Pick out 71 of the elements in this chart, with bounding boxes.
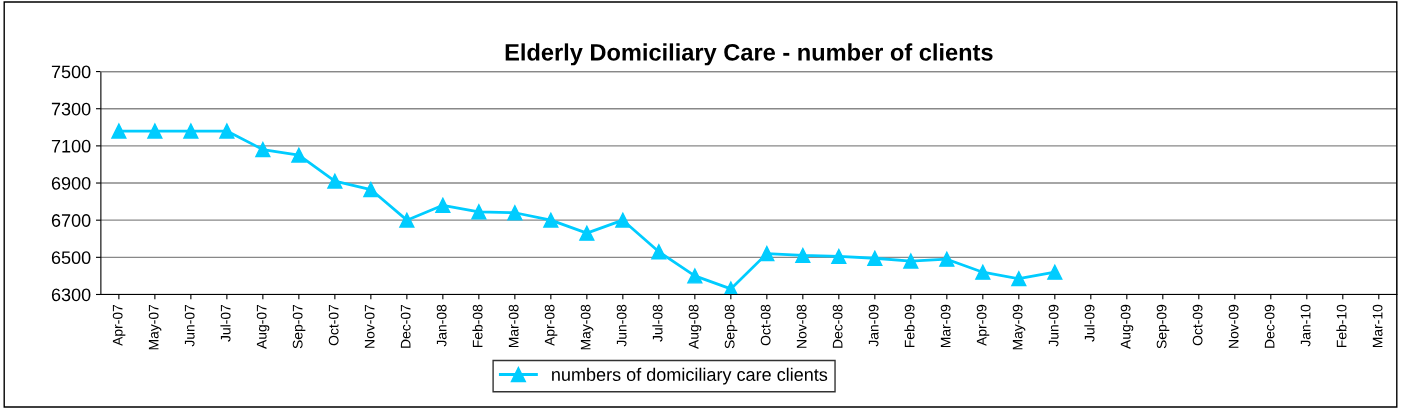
x-tick-label: May-09 bbox=[1012, 304, 1026, 350]
y-tick-label: 6900 bbox=[51, 176, 91, 190]
x-tick-label: Mar-08 bbox=[508, 304, 519, 348]
y-tick-label: 7300 bbox=[51, 102, 91, 116]
x-tick-label: Jul-07 bbox=[220, 304, 231, 342]
x-tick-label: Aug-08 bbox=[688, 304, 702, 349]
x-tick-label: Feb-08 bbox=[472, 304, 483, 348]
point bbox=[867, 250, 883, 266]
y-tick-label: 6700 bbox=[51, 214, 91, 227]
x-tick-label: Jul-08 bbox=[652, 304, 663, 342]
x-tick-label: Feb-10 bbox=[1336, 304, 1347, 348]
x-tick-label: May-07 bbox=[148, 304, 162, 350]
point bbox=[579, 225, 595, 241]
legend-label: numbers of domiciliary care clients bbox=[552, 367, 828, 385]
x-tick-label: Nov-09 bbox=[1228, 304, 1239, 348]
x-tick-label: Jul-09 bbox=[1084, 304, 1095, 342]
point bbox=[435, 197, 451, 213]
point bbox=[615, 212, 631, 228]
x-tick-label: Feb-09 bbox=[904, 304, 915, 348]
x-tick-label: Apr-08 bbox=[544, 304, 558, 346]
point bbox=[111, 123, 127, 139]
point bbox=[183, 123, 199, 139]
x-tick-label: Dec-08 bbox=[832, 304, 843, 348]
point bbox=[291, 147, 307, 163]
y-tick-label: 7500 bbox=[51, 65, 91, 79]
x-tick-label: Apr-07 bbox=[112, 304, 126, 346]
x-tick-label: Oct-09 bbox=[1192, 304, 1203, 346]
x-tick-label: Jan-08 bbox=[436, 304, 447, 347]
point bbox=[399, 212, 415, 228]
x-tick-label: Apr-09 bbox=[976, 304, 990, 346]
point bbox=[507, 205, 523, 221]
point bbox=[903, 253, 919, 269]
point bbox=[1011, 271, 1027, 287]
x-tick-label: Jun-08 bbox=[616, 304, 627, 347]
point bbox=[795, 247, 811, 264]
x-tick-label: Aug-09 bbox=[1120, 304, 1134, 349]
x-tick-label: Sep-09 bbox=[1156, 304, 1170, 349]
point bbox=[327, 173, 343, 189]
x-tick-label: Oct-07 bbox=[328, 304, 339, 346]
x-tick-label: Sep-07 bbox=[292, 304, 306, 349]
x-tick-label: Nov-08 bbox=[796, 304, 807, 348]
x-tick-label: Sep-08 bbox=[724, 304, 738, 349]
point bbox=[363, 181, 379, 198]
y-tick-label: 6300 bbox=[51, 288, 91, 302]
x-tick-label: Mar-09 bbox=[940, 304, 951, 348]
point bbox=[255, 141, 271, 158]
point bbox=[543, 212, 559, 228]
point bbox=[471, 204, 487, 220]
x-tick-label: Jan-09 bbox=[868, 304, 879, 347]
x-tick-label: Oct-08 bbox=[760, 304, 771, 346]
x-tick-label: Aug-07 bbox=[256, 304, 270, 349]
x-tick-label: May-08 bbox=[580, 304, 594, 350]
x-tick-label: Dec-07 bbox=[400, 304, 411, 348]
x-tick-label: Jun-09 bbox=[1048, 304, 1059, 347]
point bbox=[219, 123, 235, 139]
y-tick-label: 7100 bbox=[51, 139, 91, 153]
x-tick-label: Jan-10 bbox=[1300, 304, 1311, 347]
x-tick-label: Jun-07 bbox=[184, 304, 195, 347]
point bbox=[831, 248, 847, 265]
point bbox=[975, 264, 991, 280]
x-tick-label: Nov-07 bbox=[364, 304, 375, 348]
point bbox=[759, 245, 775, 262]
y-tick-label: 6500 bbox=[51, 251, 91, 265]
point bbox=[147, 123, 163, 139]
point bbox=[939, 251, 955, 267]
x-tick-label: Mar-10 bbox=[1372, 304, 1383, 348]
point bbox=[687, 268, 703, 284]
point bbox=[1047, 264, 1063, 280]
point bbox=[651, 244, 667, 260]
chart-title: Elderly Domiciliary Care - number of clients bbox=[505, 43, 993, 66]
x-tick-label: Dec-09 bbox=[1264, 304, 1275, 348]
